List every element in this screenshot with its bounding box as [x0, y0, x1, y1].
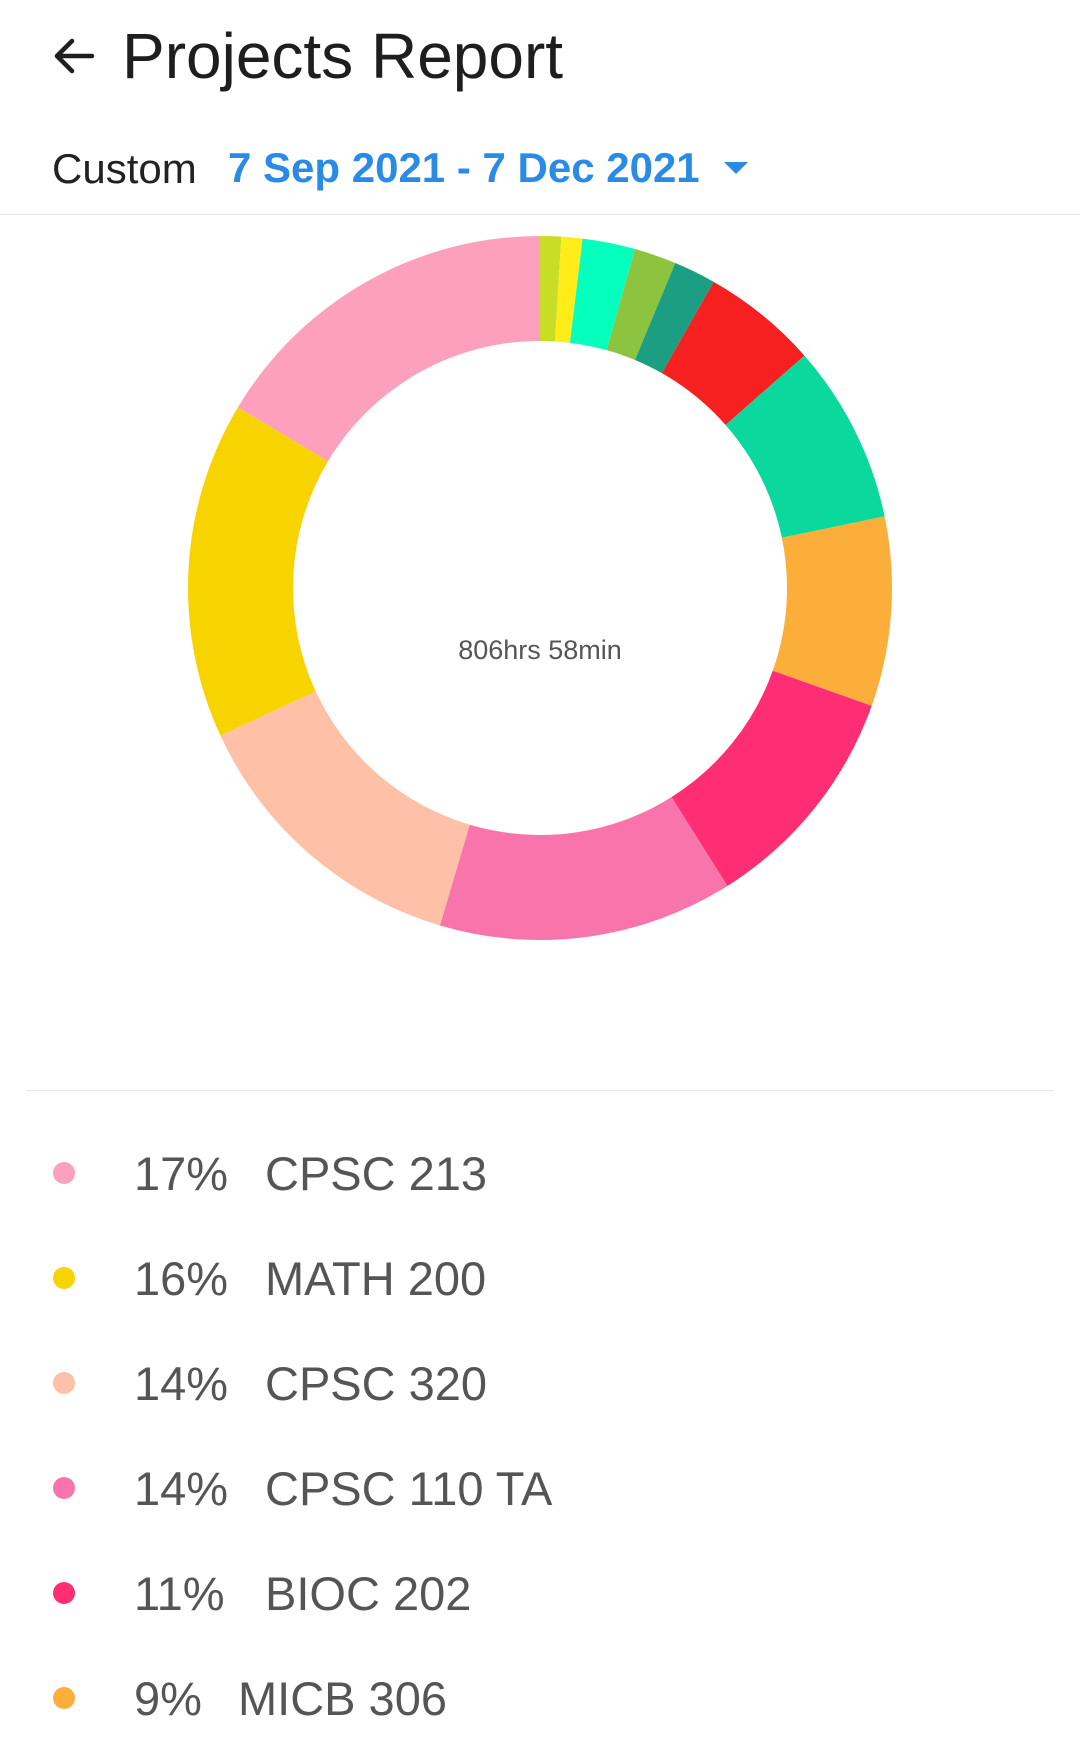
legend-project-name: MATH 200 [265, 1252, 487, 1305]
legend-project-name: BIOC 202 [265, 1567, 472, 1620]
donut-slice-6[interactable] [725, 355, 885, 538]
donut-slice-micb-306[interactable] [772, 516, 892, 706]
page-title: Projects Report [122, 20, 564, 92]
legend-item[interactable]: 9% MICB 306 [0, 1645, 1080, 1750]
legend-list: 17% CPSC 213 16% MATH 200 14% CPSC 320 1… [0, 1120, 1080, 1750]
legend-color-dot [53, 1162, 75, 1184]
legend-color-dot [53, 1687, 75, 1709]
legend-project-name: CPSC 213 [265, 1147, 488, 1200]
back-button[interactable] [44, 26, 104, 86]
date-range-value: 7 Sep 2021 - 7 Dec 2021 [228, 144, 700, 191]
app-header: Projects Report [0, 0, 1080, 120]
legend-item[interactable]: 16% MATH 200 [0, 1225, 1080, 1330]
total-time-label: 806hrs 58min [458, 635, 622, 665]
legend-percent: 14% [134, 1357, 229, 1410]
legend-item[interactable]: 17% CPSC 213 [0, 1120, 1080, 1225]
legend-item[interactable]: 11% BIOC 202 [0, 1540, 1080, 1645]
donut-slice-3[interactable] [606, 249, 676, 360]
legend-percent: 9% [134, 1672, 202, 1725]
legend-percent: 11% [134, 1567, 225, 1620]
legend-color-dot [53, 1372, 75, 1394]
donut-slice-math-200[interactable] [187, 407, 328, 736]
donut-slice-2[interactable] [569, 238, 635, 351]
donut-slice-4[interactable] [634, 263, 714, 374]
section-divider [26, 1090, 1054, 1091]
date-range-selector[interactable]: 7 Sep 2021 - 7 Dec 2021 [228, 138, 748, 198]
donut-slice-cpsc-320[interactable] [220, 691, 470, 926]
donut-slice-bioc-202[interactable] [671, 670, 872, 886]
legend-project-name: CPSC 110 TA [265, 1462, 553, 1515]
donut-slice-cpsc-213[interactable] [237, 236, 540, 462]
legend-color-dot [53, 1477, 75, 1499]
dropdown-caret-icon [723, 162, 748, 174]
range-type-label: Custom [52, 145, 197, 192]
legend-percent: 17% [134, 1147, 229, 1200]
legend-percent: 16% [134, 1252, 229, 1305]
legend-color-dot [53, 1582, 75, 1604]
donut-chart: 806hrs 58min [0, 215, 1080, 1090]
legend-item[interactable]: 14% CPSC 110 TA [0, 1435, 1080, 1540]
legend-percent: 14% [134, 1462, 229, 1515]
donut-chart-svg [187, 236, 892, 940]
donut-slice-5[interactable] [661, 281, 805, 425]
legend-project-name: CPSC 320 [265, 1357, 488, 1410]
legend-color-dot [53, 1267, 75, 1289]
donut-slice-0[interactable] [540, 236, 562, 342]
legend-project-name: MICB 306 [238, 1672, 447, 1725]
legend-item[interactable]: 14% CPSC 320 [0, 1330, 1080, 1435]
back-arrow-icon [54, 38, 95, 74]
date-range-row: Custom 7 Sep 2021 - 7 Dec 2021 [0, 128, 1080, 215]
donut-slice-cpsc-110-ta[interactable] [439, 797, 728, 940]
donut-slice-1[interactable] [554, 236, 583, 343]
